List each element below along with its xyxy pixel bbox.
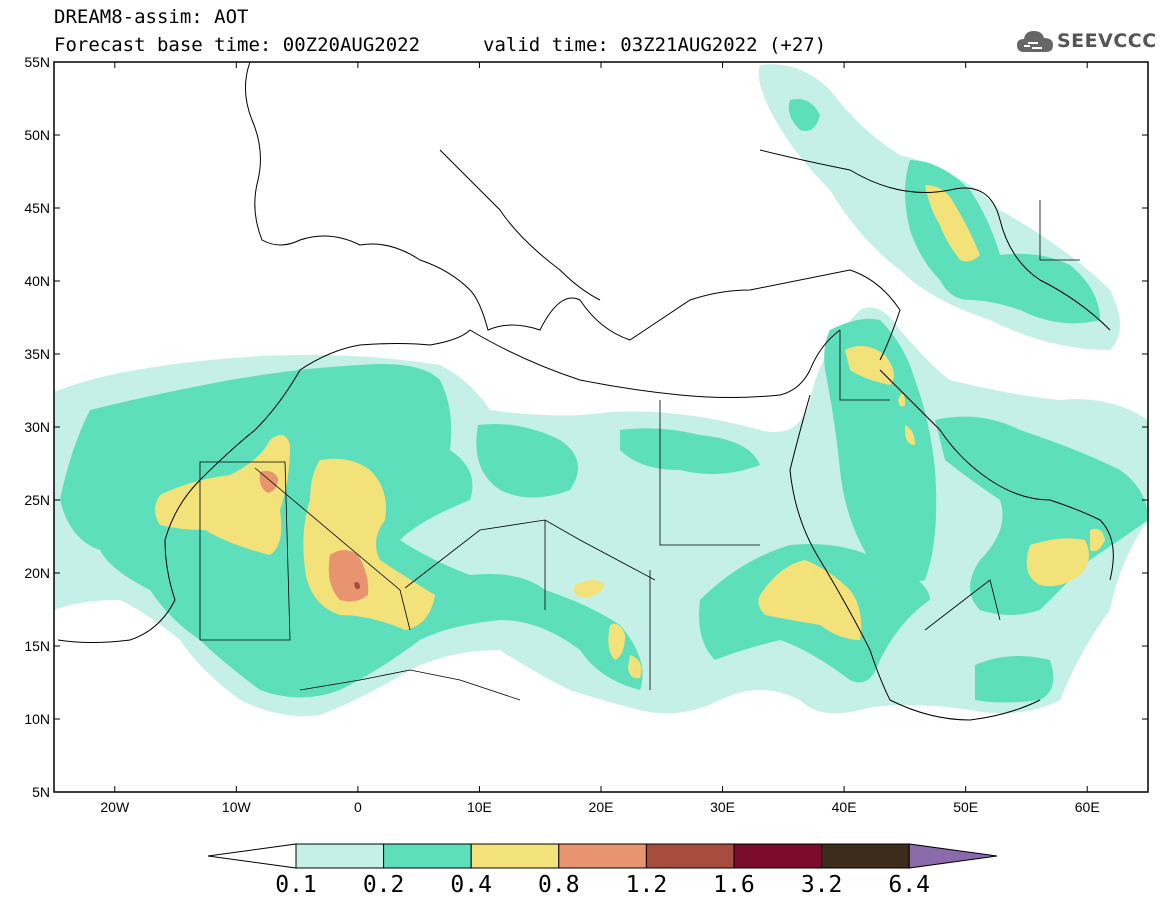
aot-contour-0.4 xyxy=(758,560,862,640)
valid-time: valid time: 03Z21AUG2022 (+27) xyxy=(483,34,827,56)
colorbar-label: 6.4 xyxy=(888,872,930,898)
lat-tick-label: 10N xyxy=(24,711,50,727)
aot-colorbar: 0.1 0.2 0.4 0.8 1.2 1.6 3.2 6.4 xyxy=(207,843,998,898)
colorbar-over-arrow xyxy=(908,843,998,869)
aot-contours xyxy=(54,64,1148,716)
cloud-icon xyxy=(1017,31,1053,52)
aot-contour-0.2 xyxy=(620,428,760,474)
colorbar-label: 3.2 xyxy=(801,872,843,898)
forecast-base-time: Forecast base time: 00Z20AUG2022 xyxy=(54,34,421,56)
colorbar-label: 0.2 xyxy=(363,872,405,898)
aot-contour-0.4 xyxy=(608,623,625,660)
map-axes: 20W 10W 0 10E 20E 30E 40E 50E 60E 5N 10N 15N 20N 25N 3… xyxy=(24,54,1148,815)
colorbar-label: 0.4 xyxy=(450,872,492,898)
lat-tick-label: 30N xyxy=(24,419,50,435)
lon-tick-label: 20W xyxy=(100,799,130,815)
aot-contour-0.2 xyxy=(905,160,1100,324)
lon-tick-label: 0 xyxy=(354,799,362,815)
aot-contour-0.4 xyxy=(573,580,605,598)
lat-tick-label: 45N xyxy=(24,200,50,216)
colorbar-segment xyxy=(295,843,385,869)
aot-contour-0.8 xyxy=(259,470,278,493)
lon-tick-label: 20E xyxy=(589,799,614,815)
lat-tick-label: 15N xyxy=(24,638,50,654)
lat-tick-label: 55N xyxy=(24,54,50,70)
colorbar-segment xyxy=(383,843,472,869)
colorbar-segment xyxy=(558,843,647,869)
aot-contour-0.4 xyxy=(628,655,642,679)
colorbar-under-arrow xyxy=(207,843,297,869)
aot-contour-0.2 xyxy=(476,424,578,498)
lon-tick-label: 10E xyxy=(467,799,492,815)
aot-contour-0.2 xyxy=(975,656,1054,703)
colorbar-label: 1.2 xyxy=(626,872,668,898)
colorbar-segment xyxy=(733,843,823,869)
aot-contour-0.2 xyxy=(824,318,937,583)
colorbar-label: 1.6 xyxy=(713,872,755,898)
logo-text: SEEVCCC xyxy=(1057,30,1157,52)
colorbar-label: 0.1 xyxy=(275,872,317,898)
aot-contour-0.4 xyxy=(898,393,915,445)
lat-tick-label: 50N xyxy=(24,127,50,143)
aot-contour-0.4 xyxy=(1026,538,1089,587)
colorbar-segment xyxy=(470,843,560,869)
aot-contour-0.2 xyxy=(788,99,820,131)
seevccc-logo: SEEVCCC xyxy=(1016,28,1157,54)
colorbar-segment xyxy=(645,843,735,869)
aot-contour-0.4 xyxy=(155,435,290,555)
country-borders xyxy=(199,200,1080,701)
coastlines xyxy=(57,62,1114,721)
lat-tick-label: 35N xyxy=(24,346,50,362)
aot-contour-0.2 xyxy=(935,416,1148,615)
lat-tick-label: 40N xyxy=(24,273,50,289)
aot-contour-1.2 xyxy=(354,582,360,590)
lon-tick-label: 40E xyxy=(832,799,857,815)
lon-tick-label: 10W xyxy=(222,799,252,815)
map-title: DREAM8-assim: AOT xyxy=(54,6,249,28)
aot-contour-0.4 xyxy=(925,185,980,262)
colorbar-segment xyxy=(821,843,910,869)
lat-tick-label: 20N xyxy=(24,565,50,581)
lon-tick-label: 30E xyxy=(710,799,735,815)
lat-tick-label: 5N xyxy=(32,784,50,800)
aot-contour-0.4 xyxy=(1090,528,1105,552)
colorbar-label: 0.8 xyxy=(538,872,580,898)
lat-tick-label: 25N xyxy=(24,492,50,508)
lon-tick-label: 60E xyxy=(1075,799,1100,815)
lon-tick-label: 50E xyxy=(953,799,978,815)
